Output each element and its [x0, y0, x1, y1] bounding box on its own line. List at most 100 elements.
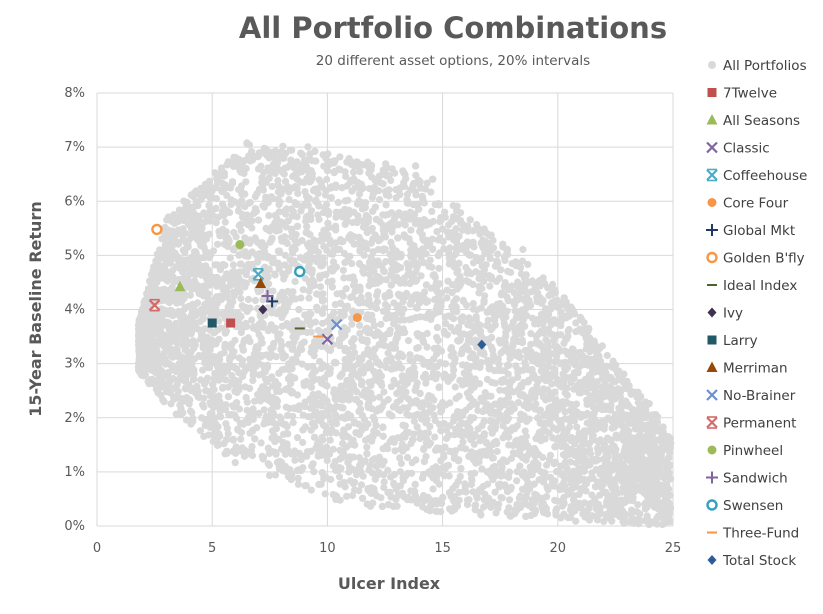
all-portfolios-point	[565, 325, 573, 334]
all-portfolios-point	[543, 461, 551, 469]
all-portfolios-point	[513, 477, 521, 485]
all-portfolios-point	[388, 243, 396, 251]
all-portfolios-point	[594, 500, 603, 508]
all-portfolios-point	[265, 212, 273, 220]
all-portfolios-point	[326, 436, 334, 444]
all-portfolios-point	[557, 331, 565, 339]
all-portfolios-point	[520, 453, 528, 461]
all-portfolios-point	[433, 333, 441, 341]
all-portfolios-point	[373, 298, 381, 306]
all-portfolios-point	[653, 426, 661, 434]
all-portfolios-point	[406, 300, 414, 308]
all-portfolios-point	[496, 386, 504, 394]
all-portfolios-point	[469, 300, 477, 308]
all-portfolios-point	[619, 462, 627, 470]
all-portfolios-point	[488, 454, 497, 462]
all-portfolios-point	[617, 386, 625, 394]
all-portfolios-point	[390, 311, 398, 319]
all-portfolios-point	[531, 392, 539, 400]
all-portfolios-point	[567, 379, 575, 387]
all-portfolios-point	[204, 266, 212, 274]
all-portfolios-point	[427, 188, 435, 196]
all-portfolios-point	[413, 379, 421, 387]
all-portfolios-point	[412, 267, 420, 276]
all-portfolios-point	[459, 438, 467, 446]
all-portfolios-point	[420, 445, 428, 454]
all-portfolios-point	[237, 428, 246, 437]
all-portfolios-point	[248, 224, 256, 232]
all-portfolios-point	[449, 202, 457, 210]
all-portfolios-point	[230, 153, 238, 161]
all-portfolios-point	[514, 296, 522, 304]
all-portfolios-point	[255, 371, 263, 379]
all-portfolios-point	[340, 249, 348, 258]
all-portfolios-point	[293, 184, 301, 192]
all-portfolios-point	[226, 208, 234, 217]
all-portfolios-point	[167, 271, 175, 279]
all-portfolios-point	[394, 221, 403, 229]
all-portfolios-point	[423, 314, 431, 322]
all-portfolios-point	[188, 266, 196, 274]
all-portfolios-point	[453, 247, 461, 255]
all-portfolios-point	[480, 430, 488, 438]
all-portfolios-point	[469, 280, 477, 288]
all-portfolios-point	[594, 449, 602, 457]
all-portfolios-point	[251, 397, 259, 405]
all-portfolios-point	[429, 245, 437, 253]
all-portfolios-point	[436, 308, 444, 316]
all-portfolios-point	[179, 227, 187, 235]
all-portfolios-point	[332, 208, 340, 216]
all-portfolios-point	[265, 174, 273, 182]
all-portfolios-point	[229, 261, 237, 269]
all-portfolios-point	[280, 170, 288, 178]
all-portfolios-point	[518, 257, 527, 265]
all-portfolios-point	[256, 397, 264, 405]
all-portfolios-point	[251, 296, 259, 304]
all-portfolios-point	[374, 471, 382, 479]
all-portfolios-point	[551, 297, 559, 305]
all-portfolios-point	[474, 425, 482, 433]
all-portfolios-point	[413, 344, 421, 352]
all-portfolios-point	[369, 413, 377, 421]
all-portfolios-point	[341, 259, 349, 267]
all-portfolios-point	[260, 144, 268, 152]
all-portfolios-point	[598, 342, 607, 350]
all-portfolios-point	[320, 162, 328, 170]
all-portfolios-point	[342, 285, 350, 293]
all-portfolios-point	[484, 392, 492, 400]
all-portfolios-point	[509, 349, 517, 357]
all-portfolios-point	[434, 236, 442, 244]
all-portfolios-point	[235, 186, 243, 194]
all-portfolios-point	[268, 182, 276, 191]
all-portfolios-point	[282, 420, 290, 429]
all-portfolios-point	[420, 236, 428, 244]
all-portfolios-point	[492, 509, 500, 517]
all-portfolios-point	[487, 273, 496, 281]
all-portfolios-point	[463, 269, 471, 277]
all-portfolios-point	[159, 247, 167, 255]
all-portfolios-point	[659, 430, 667, 438]
all-portfolios-point	[291, 456, 299, 464]
all-portfolios-point	[165, 216, 174, 224]
all-portfolios-point	[589, 403, 597, 411]
all-portfolios-point	[351, 486, 359, 494]
all-portfolios-point	[248, 316, 256, 324]
all-portfolios-point	[305, 252, 313, 260]
all-portfolios-point	[349, 168, 358, 176]
all-portfolios-point	[550, 370, 558, 379]
all-portfolios-point	[311, 338, 319, 346]
all-portfolios-point	[473, 221, 481, 229]
all-portfolios-point	[521, 427, 529, 435]
all-portfolios-point	[567, 504, 575, 512]
all-portfolios-point	[486, 417, 494, 425]
all-portfolios-point	[248, 275, 256, 283]
all-portfolios-point	[307, 283, 315, 291]
all-portfolios-point	[359, 223, 367, 231]
all-portfolios-point	[191, 271, 199, 279]
all-portfolios-point	[239, 346, 247, 354]
all-portfolios-point	[307, 486, 315, 494]
all-portfolios-point	[486, 282, 494, 290]
all-portfolios-point	[359, 472, 367, 480]
all-portfolios-point	[493, 447, 501, 456]
all-portfolios-point	[257, 439, 265, 447]
